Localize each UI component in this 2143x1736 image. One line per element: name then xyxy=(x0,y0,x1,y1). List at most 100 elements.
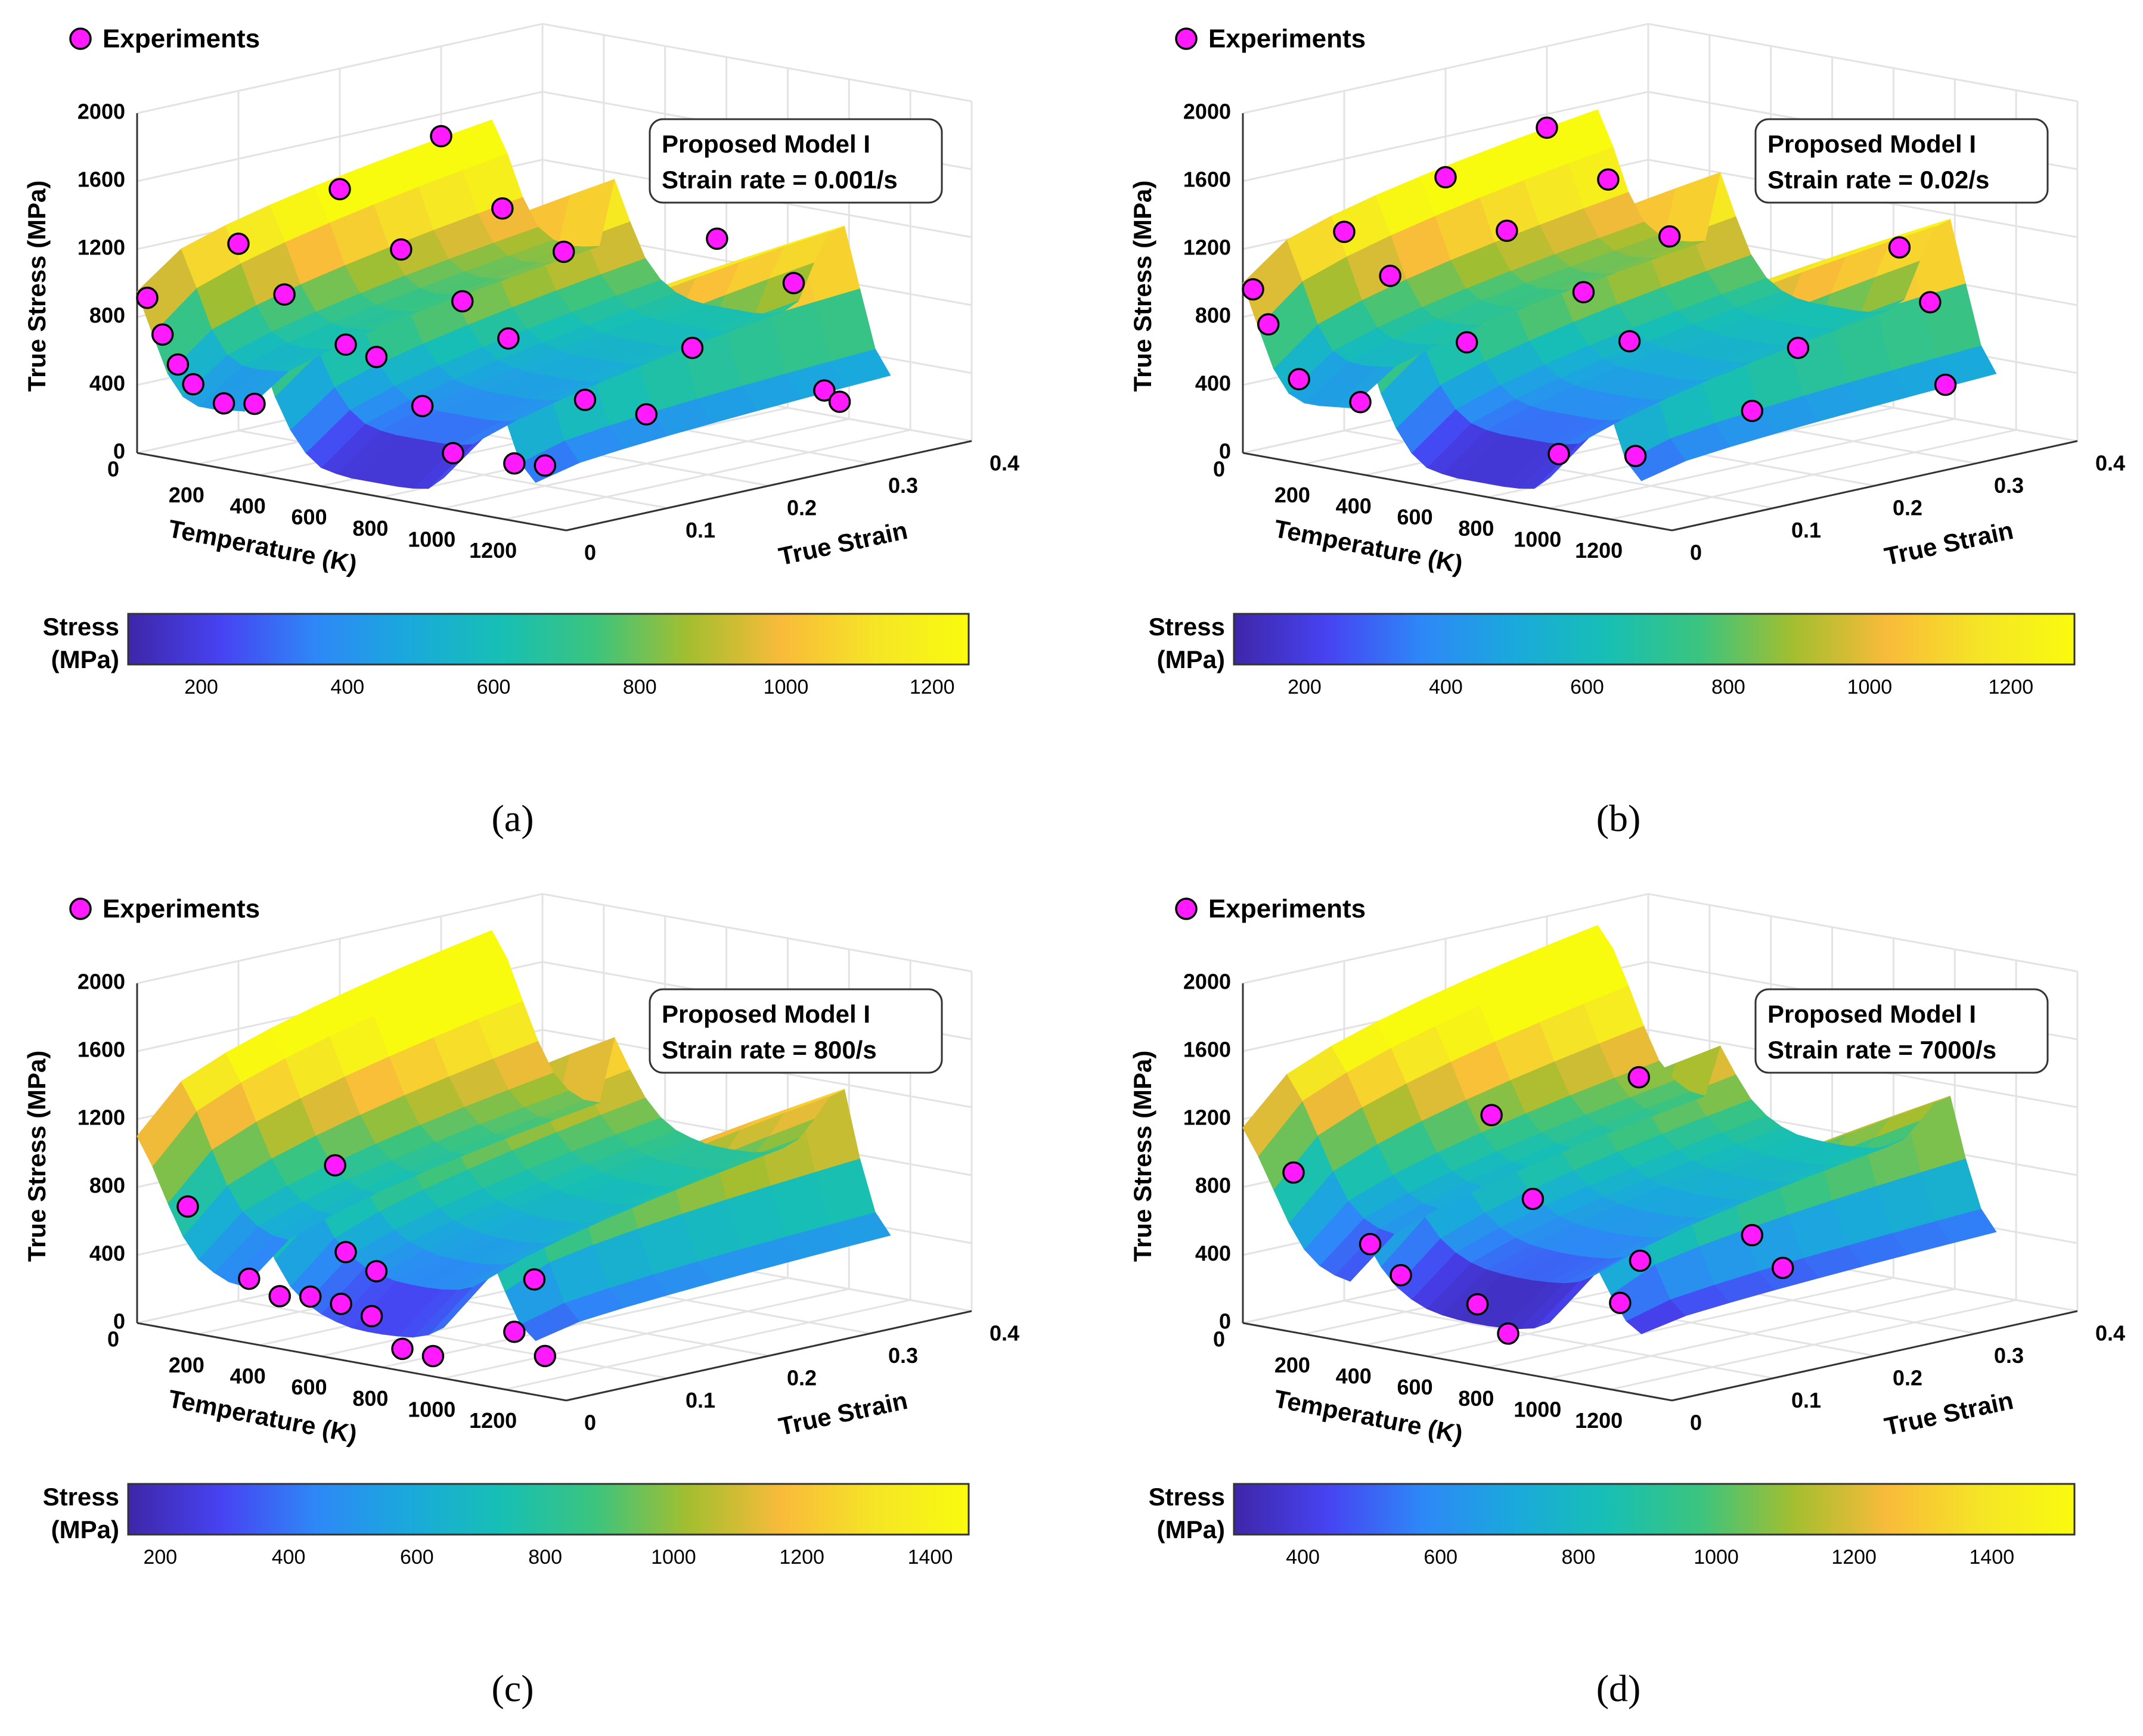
experiment-point xyxy=(1658,225,1681,248)
colorbar-title: Stress xyxy=(1149,613,1225,641)
model-annotation: Proposed Model I Strain rate = 7000/s xyxy=(1754,988,2049,1074)
x-axis-title: Temperature (K) xyxy=(166,1384,359,1448)
x-axis: 0 200 400 600 800 1000 1200 Temperature (K) xyxy=(1213,457,1623,579)
colorbar-tick-label: 1000 xyxy=(764,676,809,698)
colorbar-tick-label: 800 xyxy=(1562,1546,1596,1569)
experiment-point xyxy=(182,373,204,396)
model-annotation: Proposed Model I Strain rate = 0.001/s xyxy=(649,118,943,204)
legend-label: Experiments xyxy=(1208,24,1366,54)
experiment-point xyxy=(391,1337,414,1361)
experiment-point xyxy=(1572,281,1595,303)
legend-marker xyxy=(1175,27,1198,50)
panel-a: Experiments Proposed Model I Strain rate =… xyxy=(23,23,1019,840)
axes-lines xyxy=(1242,983,2078,1402)
y-axis: 0 0.1 0.2 0.3 0.4 True Strain xyxy=(1690,1321,2125,1441)
colorbar-tick-label: 600 xyxy=(1570,676,1604,698)
colorbar-tick-label: 200 xyxy=(1288,676,1322,698)
strain-rate-label: Strain rate = 800/s xyxy=(662,1036,877,1064)
experiment-point xyxy=(1521,1187,1545,1210)
surface-patch xyxy=(446,119,508,170)
y-tick-label: 0.4 xyxy=(2095,451,2125,476)
x-tick-label: 600 xyxy=(291,1375,327,1399)
experiment-point xyxy=(273,283,296,306)
experiment-point xyxy=(681,336,704,359)
x-tick-label: 800 xyxy=(1458,1386,1494,1411)
experiment-markers xyxy=(136,125,851,477)
colorbar-tick-label: 800 xyxy=(623,676,657,698)
colorbar-title: Stress xyxy=(43,1483,119,1511)
y-axis-title: True Strain xyxy=(1882,516,2015,571)
panel-d: Experiments Proposed Model I Strain rate =… xyxy=(1128,893,2125,1710)
z-tick-label: 1600 xyxy=(1183,167,1231,192)
experiment-point xyxy=(212,392,235,415)
y-tick-label: 0.3 xyxy=(1994,473,2024,498)
experiment-point xyxy=(1597,168,1620,191)
axes-lines xyxy=(136,113,972,532)
experiment-point xyxy=(1536,116,1558,139)
experiment-point xyxy=(166,353,190,376)
experiment-point xyxy=(299,1285,322,1308)
x-tick-label: 400 xyxy=(1336,494,1372,518)
y-tick-label: 0 xyxy=(584,1411,596,1435)
y-tick-label: 0.2 xyxy=(1893,1366,1922,1390)
z-tick-label: 800 xyxy=(1195,303,1231,328)
panel-b: Experiments Proposed Model I Strain rate =… xyxy=(1128,23,2125,840)
y-tick-label: 0.1 xyxy=(1791,1388,1821,1412)
experiment-point xyxy=(1919,291,1942,313)
y-tick-label: 0.3 xyxy=(1994,1343,2024,1368)
x-tick-label: 0 xyxy=(1213,1327,1225,1352)
z-tick-label: 1200 xyxy=(77,1105,125,1130)
experiment-point xyxy=(227,232,250,255)
experiment-point xyxy=(328,178,351,201)
z-tick-label: 400 xyxy=(89,1241,125,1266)
legend-marker xyxy=(1175,897,1198,920)
y-axis: 0 0.1 0.2 0.3 0.4 True Strain xyxy=(1690,451,2125,571)
colorbar-tick-label: 1000 xyxy=(1847,676,1893,698)
experiment-point xyxy=(430,125,452,148)
experiment-point xyxy=(1624,445,1647,467)
colorbar-tick-label: 1200 xyxy=(910,676,955,698)
z-tick-label: 1200 xyxy=(77,235,125,260)
x-tick-label: 1000 xyxy=(408,527,455,551)
experiment-point xyxy=(1257,313,1280,336)
y-axis-title: True Strain xyxy=(776,516,910,571)
surface-patch xyxy=(1552,109,1614,163)
x-axis: 0 200 400 600 800 1000 1200 Temperature (K) xyxy=(107,1327,517,1449)
experiment-point xyxy=(573,389,597,411)
legend-label: Experiments xyxy=(1208,895,1366,924)
experiment-point xyxy=(1771,1256,1794,1280)
z-tick-label: 1200 xyxy=(1183,235,1231,260)
colorbar-gradient xyxy=(1233,613,2076,666)
experiment-point xyxy=(1609,1291,1632,1315)
y-tick-label: 0.4 xyxy=(2095,1321,2125,1346)
z-tick-label: 800 xyxy=(89,303,125,328)
experiment-markers xyxy=(1282,1066,1794,1345)
x-tick-label: 0 xyxy=(107,457,119,482)
experiment-point xyxy=(360,1305,383,1328)
experiment-point xyxy=(552,240,575,263)
x-tick-label: 200 xyxy=(169,483,204,507)
colorbar-title: Stress xyxy=(1149,1483,1225,1511)
x-tick-label: 400 xyxy=(230,1364,266,1389)
experiment-point xyxy=(442,442,464,465)
colorbar-tick-label: 800 xyxy=(1711,676,1745,698)
experiment-point xyxy=(828,390,851,413)
experiment-point xyxy=(1434,166,1457,189)
z-tick-label: 0 xyxy=(113,1309,125,1334)
z-tick-label: 2000 xyxy=(1183,100,1231,124)
z-axis-title: True Stress (MPa) xyxy=(1128,181,1156,392)
colorbar-unit: (MPa) xyxy=(1157,645,1225,673)
colorbar-unit: (MPa) xyxy=(1157,1515,1225,1544)
experiment-point xyxy=(1934,373,1957,396)
experiment-point xyxy=(1455,331,1478,354)
colorbar-unit: (MPa) xyxy=(51,645,119,673)
experiment-point xyxy=(334,333,357,356)
y-tick-label: 0.3 xyxy=(888,1343,918,1368)
x-tick-label: 1200 xyxy=(1575,1408,1623,1433)
experiment-point xyxy=(421,1344,445,1368)
experiment-markers xyxy=(1242,116,1957,467)
experiment-point xyxy=(1627,1066,1651,1089)
z-axis-title: True Stress (MPa) xyxy=(23,181,51,392)
legend-label: Experiments xyxy=(103,24,260,54)
colorbar-tick-label: 400 xyxy=(1429,676,1463,698)
